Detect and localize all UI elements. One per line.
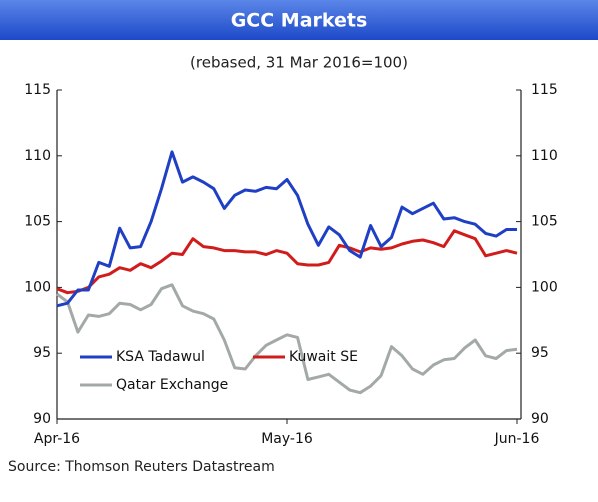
- source-note: Source: Thomson Reuters Datastream: [8, 459, 275, 475]
- y2-tick-label: 110: [531, 148, 558, 164]
- y-tick-label: 100: [24, 279, 51, 295]
- y2-tick-label: 105: [531, 214, 558, 230]
- chart-title: GCC Markets: [231, 10, 368, 32]
- legend-label: KSA Tadawul: [116, 349, 205, 365]
- y-tick-label: 105: [24, 214, 51, 230]
- chart-subtitle: (rebased, 31 Mar 2016=100): [190, 54, 408, 72]
- x-tick-label: Apr-16: [34, 431, 80, 447]
- y2-tick-label: 90: [531, 411, 549, 427]
- series-line: [56, 283, 518, 395]
- x-tick-label: Jun-16: [494, 431, 540, 447]
- y-tick-label: 95: [33, 345, 51, 361]
- y-tick-label: 110: [24, 148, 51, 164]
- y2-tick-label: 115: [531, 82, 558, 98]
- y2-tick-label: 100: [531, 279, 558, 295]
- legend-label: Kuwait SE: [289, 349, 358, 365]
- y-tick-label: 115: [24, 82, 51, 98]
- series-line: [56, 229, 518, 295]
- legend-label: Qatar Exchange: [116, 377, 228, 393]
- y2-tick-label: 95: [531, 345, 549, 361]
- x-tick-label: May-16: [261, 431, 313, 447]
- y-tick-label: 90: [33, 411, 51, 427]
- title-bar: [0, 0, 598, 40]
- series-line: [56, 150, 517, 308]
